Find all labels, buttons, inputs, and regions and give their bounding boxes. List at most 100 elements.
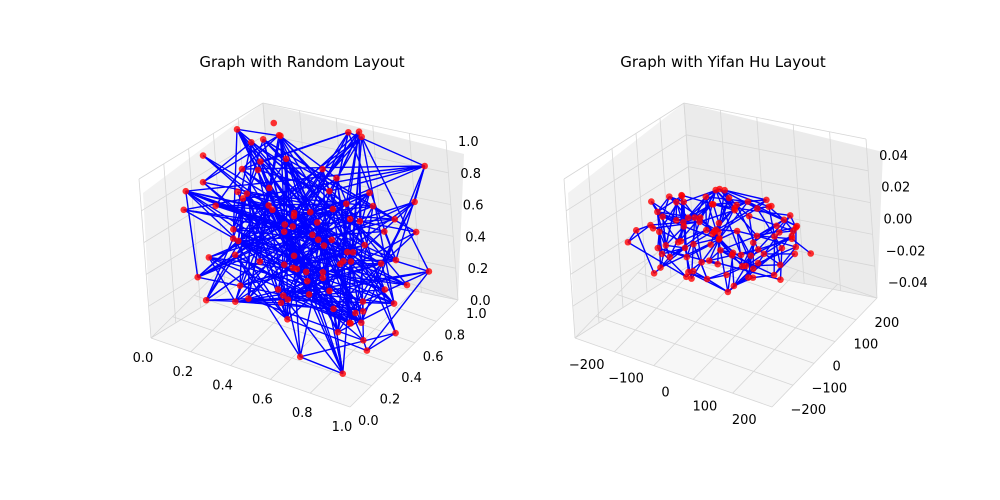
graph-node	[753, 205, 761, 212]
graph-node	[340, 257, 347, 265]
grid-line	[188, 148, 201, 308]
graph-node	[773, 222, 780, 230]
graph-edge	[661, 216, 667, 246]
graph-node	[707, 241, 714, 248]
graph-edge	[247, 142, 252, 299]
graph-edge	[757, 238, 793, 251]
graph-edge	[752, 274, 775, 279]
graph-edge	[208, 257, 236, 303]
graph-edge	[208, 256, 362, 324]
graph-node	[702, 193, 710, 201]
graph-node	[747, 252, 755, 260]
graph-node	[786, 212, 794, 219]
graph-edge	[736, 230, 758, 237]
graph-edge	[259, 260, 285, 266]
graph-node	[358, 319, 365, 327]
graph-node	[309, 231, 316, 239]
graph-node	[247, 138, 255, 146]
graph-node	[284, 296, 292, 303]
graph-edge	[197, 231, 285, 278]
x-tick-label: 0.0	[133, 351, 154, 366]
chart-title: Graph with Yifan Hu Layout	[620, 53, 826, 71]
graph-node	[691, 214, 698, 221]
graph-node	[745, 212, 753, 220]
z-tick-label: 0.0	[470, 294, 491, 309]
graph-node	[738, 262, 746, 270]
z-tick-label: 0.4	[465, 230, 486, 245]
graph-node	[807, 250, 815, 257]
graph-edge	[262, 138, 366, 246]
graph-node	[403, 281, 411, 289]
graph-node	[648, 198, 655, 205]
graph-node	[391, 215, 399, 223]
graph-node	[296, 353, 304, 361]
graph-edge	[328, 136, 363, 192]
graph-edge	[713, 231, 733, 256]
graph-node	[346, 319, 354, 327]
graph-node	[733, 201, 740, 209]
graph-node	[763, 196, 770, 204]
graph-edge	[206, 299, 282, 304]
grid-line	[568, 166, 689, 243]
graph-node	[678, 191, 685, 199]
z-tick-label: 0.8	[460, 167, 481, 182]
graph-edge	[337, 261, 352, 333]
graph-node	[243, 190, 251, 197]
graph-node	[329, 205, 337, 213]
graph-node	[749, 274, 757, 281]
x-tick-label: 0.2	[172, 365, 193, 380]
graph-node	[239, 195, 247, 202]
grid-line	[574, 228, 681, 339]
graph-edge	[236, 129, 259, 171]
graph-edge	[183, 165, 425, 211]
graph-node	[349, 248, 357, 256]
graph-node	[724, 288, 732, 296]
y-tick-label: 1.0	[466, 307, 487, 322]
graph-node	[284, 315, 291, 323]
grid-line	[163, 163, 177, 323]
graph-node	[792, 243, 800, 251]
graph-edge	[322, 277, 344, 374]
graph-node	[681, 244, 689, 252]
graph-node	[339, 370, 347, 378]
graph-edge	[185, 190, 362, 324]
graph-edge	[241, 168, 333, 241]
chart-random-layout: Graph with Random Layout 0.00.20.40.60.8…	[133, 53, 491, 435]
graph-edge	[756, 235, 797, 248]
x-tick-label: 0	[661, 386, 669, 401]
graph-edge	[693, 217, 703, 263]
graph-edge	[236, 128, 281, 137]
graph-node	[412, 228, 420, 236]
graph-node	[205, 254, 213, 261]
graph-node	[233, 126, 241, 133]
grid-line	[865, 138, 878, 299]
grid-line	[611, 148, 624, 308]
graph-node	[306, 208, 314, 216]
graph-node	[289, 223, 297, 230]
graph-edge	[246, 193, 289, 300]
x-tick-label: 0.8	[292, 406, 313, 421]
graph-node	[680, 223, 688, 230]
nodes	[624, 185, 815, 296]
chart-yifan-hu-layout: Graph with Yifan Hu Layout −200−10001002…	[563, 53, 928, 428]
graph-edge	[268, 204, 324, 279]
graph-node	[753, 232, 761, 240]
graph-node	[290, 212, 298, 220]
graph-edge	[185, 190, 261, 263]
graph-edge	[283, 264, 335, 310]
graph-node	[754, 246, 762, 253]
y-tick-label: 0.8	[444, 328, 465, 343]
graph-edge	[233, 218, 395, 231]
chart-title: Graph with Random Layout	[199, 53, 404, 71]
grid-line	[138, 178, 152, 339]
graph-node	[343, 248, 351, 256]
graph-node	[725, 194, 733, 202]
grid-line	[172, 316, 372, 386]
graph-edge	[699, 217, 715, 233]
grid-line	[570, 198, 691, 275]
graph-node	[737, 251, 745, 259]
graph-edge	[283, 234, 313, 266]
graph-node	[672, 216, 680, 224]
graph-edge	[773, 246, 797, 276]
graph-node	[359, 308, 367, 315]
